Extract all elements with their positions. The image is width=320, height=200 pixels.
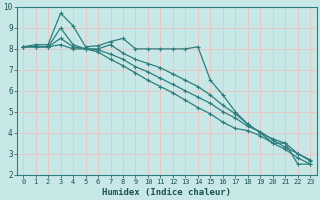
X-axis label: Humidex (Indice chaleur): Humidex (Indice chaleur) [102, 188, 231, 197]
